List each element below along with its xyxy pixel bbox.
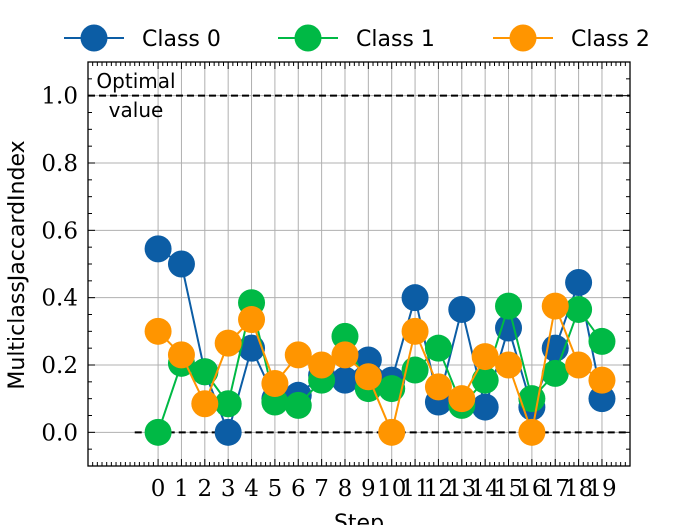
- x-tick-label: 4: [244, 476, 259, 502]
- data-point: [261, 370, 289, 398]
- data-point: [471, 366, 499, 394]
- data-point: [541, 292, 569, 320]
- ticks: 0.00.20.40.60.81.00 1 2 3 4 5 6 7 8 9 101112131415…: [41, 61, 631, 502]
- data-point: [495, 292, 523, 320]
- x-tick-label: 14: [471, 476, 500, 502]
- legend: Class 0 Class 1 Class 2: [64, 24, 650, 52]
- x-tick-label: 12: [424, 476, 453, 502]
- optimal-label-line2: value: [109, 98, 164, 122]
- y-tick-label: 0.8: [41, 151, 78, 177]
- x-tick-label: 7: [314, 476, 329, 502]
- data-point: [167, 341, 195, 369]
- x-tick-label: 19: [587, 476, 616, 502]
- legend-marker: [509, 24, 537, 52]
- data-point: [144, 317, 172, 345]
- data-point: [565, 351, 593, 379]
- data-point: [588, 327, 616, 355]
- x-tick-label: 9: [361, 476, 376, 502]
- x-tick-label: 2: [197, 476, 212, 502]
- x-tick-label: 16: [517, 476, 546, 502]
- y-tick-label: 0.6: [41, 218, 78, 244]
- data-point: [261, 388, 289, 416]
- data-point: [191, 358, 219, 386]
- data-point: [331, 341, 359, 369]
- x-tick-label: 3: [221, 476, 236, 502]
- data-point: [495, 351, 523, 379]
- legend-item: Class 2: [493, 24, 650, 52]
- series-class-1: [144, 289, 616, 446]
- x-tick-label: 5: [268, 476, 283, 502]
- data-point: [214, 390, 242, 418]
- legend-marker: [294, 24, 322, 52]
- x-tick-label: 0: [151, 476, 166, 502]
- data-point: [331, 322, 359, 350]
- data-point: [214, 418, 242, 446]
- data-point: [238, 334, 266, 362]
- y-axis-label: MulticlassJaccardIndex: [5, 140, 30, 389]
- y-tick-label: 0.4: [41, 286, 78, 312]
- data-point: [354, 363, 382, 391]
- data-point: [518, 418, 546, 446]
- data-point: [191, 390, 219, 418]
- series-layer: [144, 235, 616, 446]
- x-tick-label: 10: [377, 476, 406, 502]
- data-point: [565, 295, 593, 323]
- data-point: [471, 343, 499, 371]
- data-point: [448, 295, 476, 323]
- data-point: [378, 418, 406, 446]
- data-point: [424, 373, 452, 401]
- y-tick-label: 0.2: [41, 353, 78, 379]
- legend-label: Class 1: [356, 27, 435, 52]
- data-point: [378, 375, 406, 403]
- data-point: [565, 269, 593, 297]
- legend-label: Class 2: [571, 27, 650, 52]
- data-point: [424, 334, 452, 362]
- data-point: [167, 250, 195, 278]
- x-axis-label: Step: [334, 511, 384, 525]
- legend-item: Class 0: [64, 24, 221, 52]
- data-point: [588, 366, 616, 394]
- data-point: [401, 284, 429, 312]
- data-point: [144, 418, 172, 446]
- x-tick-label: 1: [174, 476, 189, 502]
- data-point: [284, 341, 312, 369]
- x-tick-label: 11: [400, 476, 429, 502]
- data-point: [541, 359, 569, 387]
- data-point: [401, 317, 429, 345]
- legend-item: Class 1: [278, 24, 435, 52]
- data-point: [144, 235, 172, 263]
- legend-marker: [80, 24, 108, 52]
- x-tick-label: 17: [541, 476, 570, 502]
- data-point: [588, 385, 616, 413]
- x-tick-label: 8: [338, 476, 353, 502]
- legend-label: Class 0: [142, 27, 221, 52]
- data-point: [308, 351, 336, 379]
- y-tick-label: 1.0: [41, 84, 78, 110]
- data-point: [471, 393, 499, 421]
- series-class-2: [144, 292, 616, 446]
- data-point: [448, 385, 476, 413]
- data-point: [331, 366, 359, 394]
- x-tick-label: 6: [291, 476, 306, 502]
- x-tick-label: 15: [494, 476, 523, 502]
- data-point: [238, 306, 266, 334]
- x-tick-label: 13: [447, 476, 476, 502]
- data-point: [284, 391, 312, 419]
- data-point: [214, 329, 242, 357]
- y-tick-label: 0.0: [41, 420, 78, 446]
- x-tick-label: 18: [564, 476, 593, 502]
- optimal-label-line1: Optimal: [96, 69, 175, 93]
